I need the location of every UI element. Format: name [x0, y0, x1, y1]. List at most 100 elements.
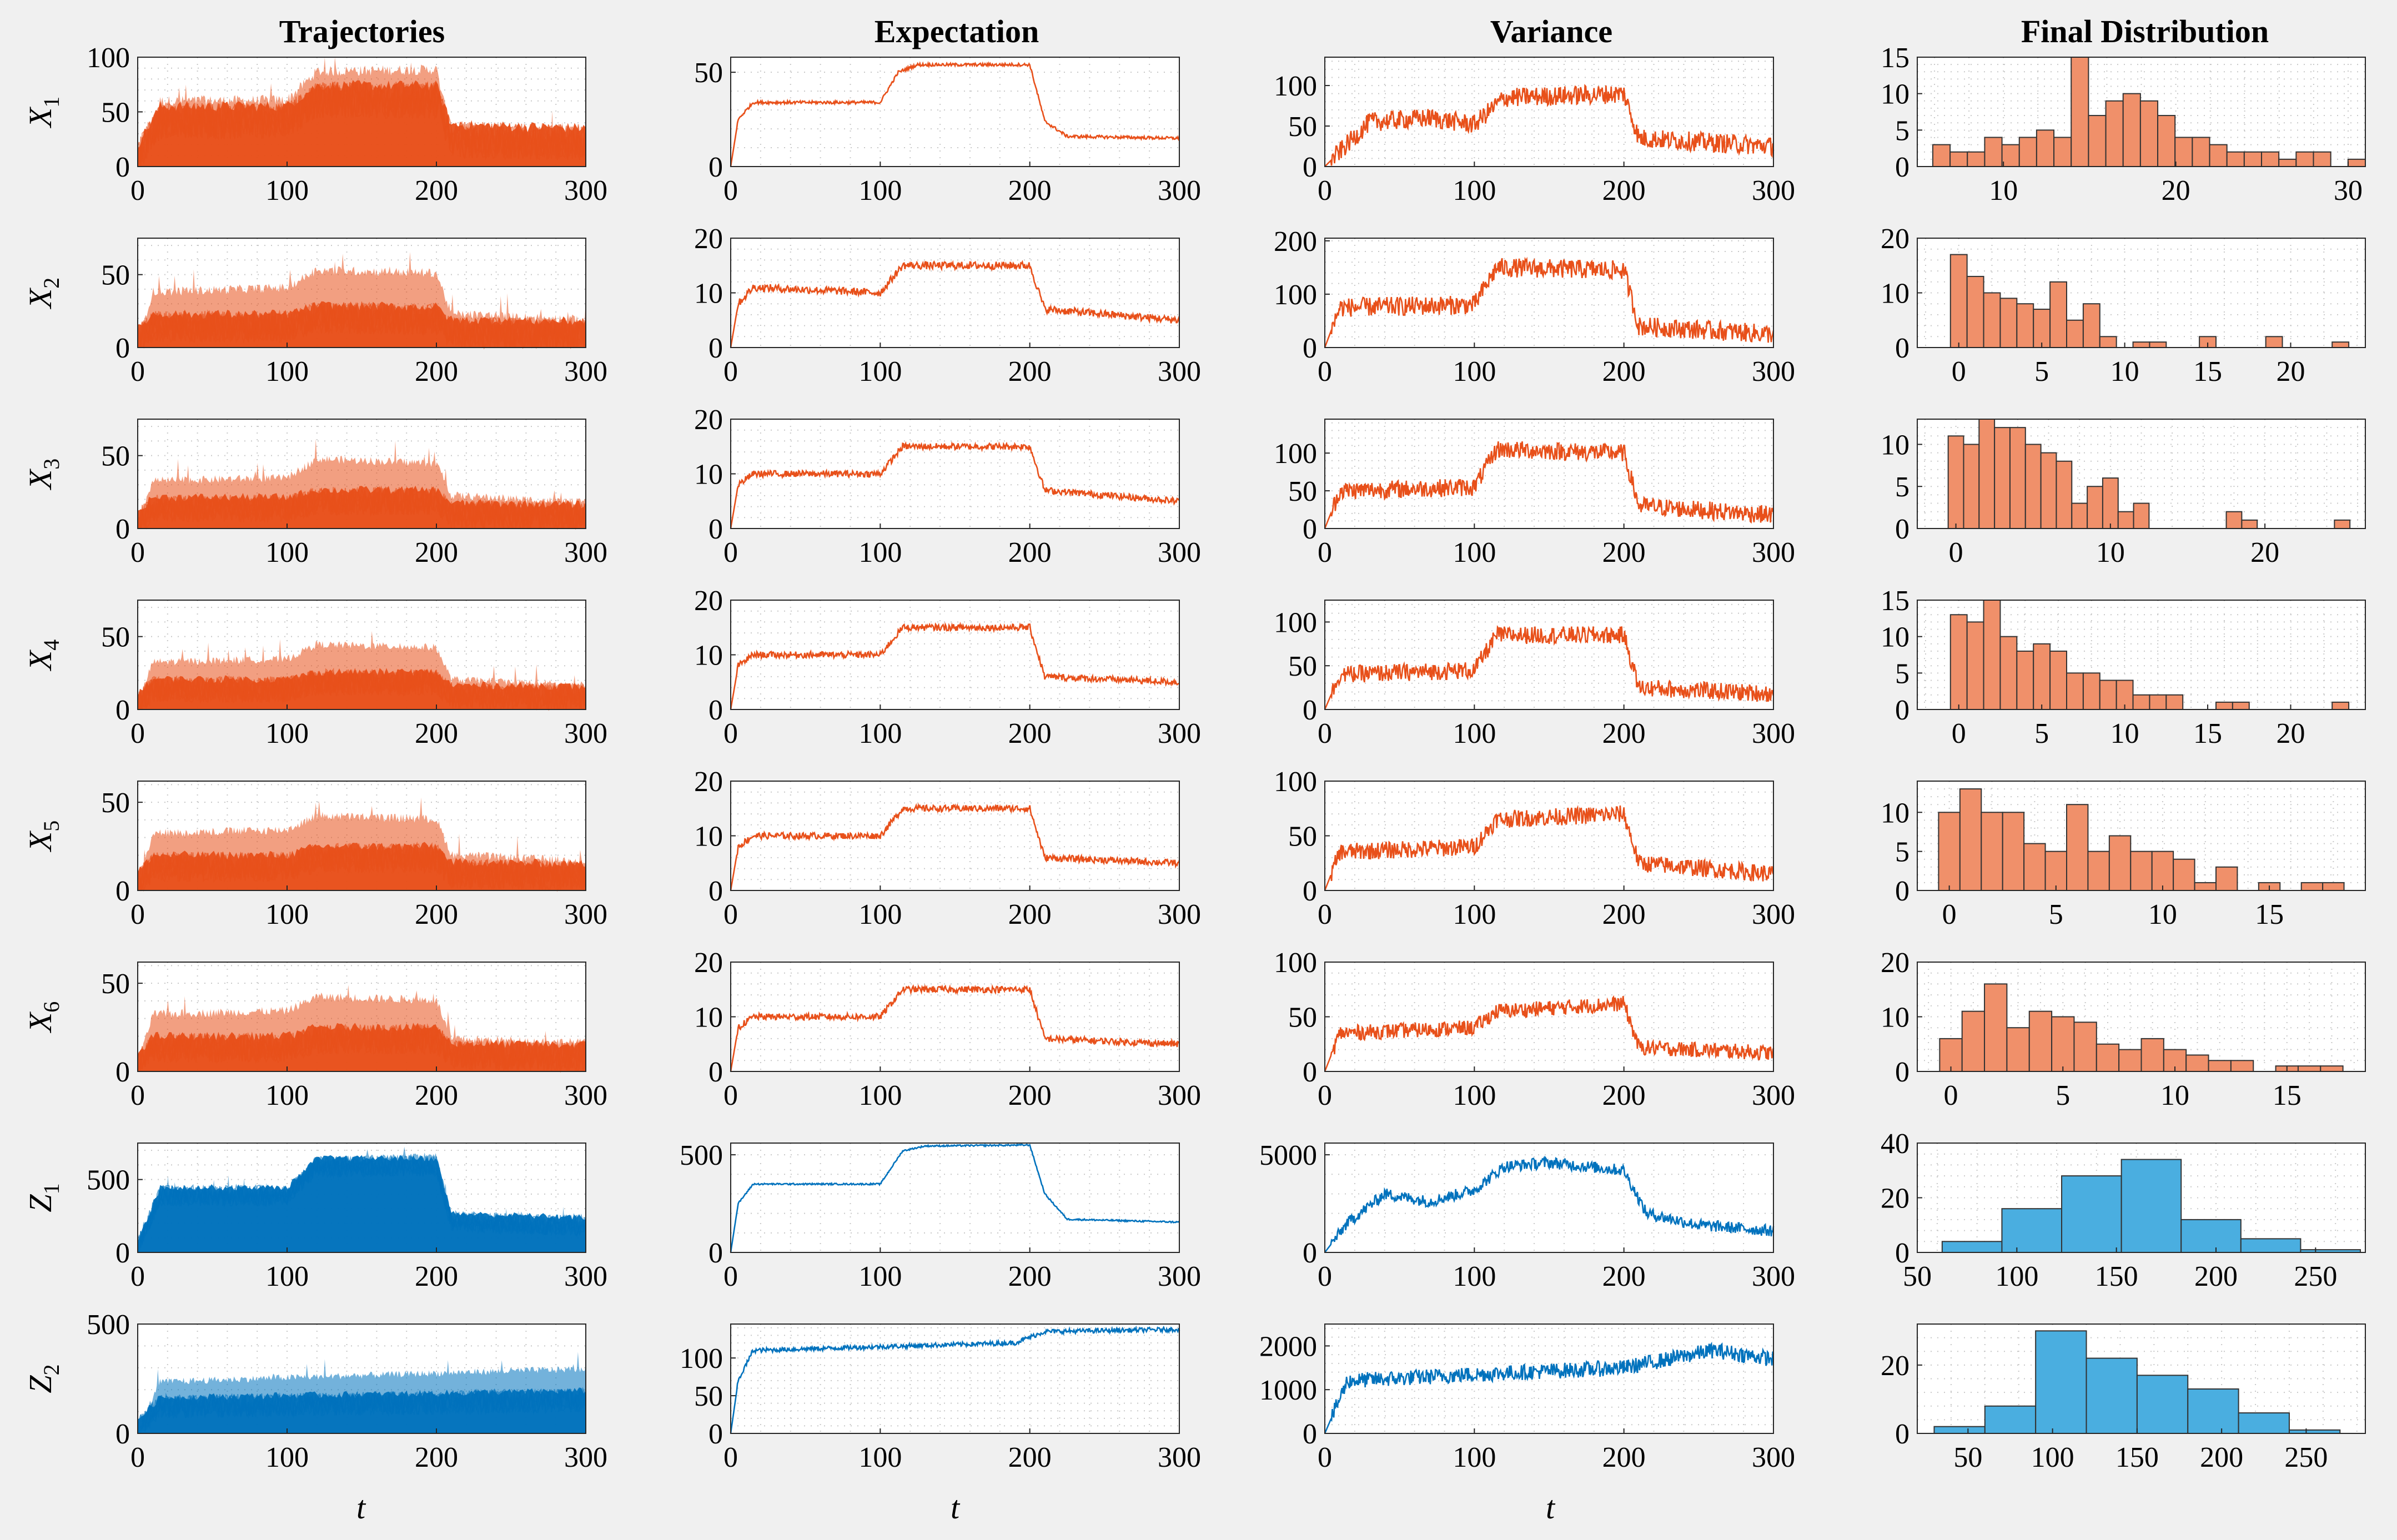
x-tick-label: 300: [1752, 1442, 1795, 1473]
x-tick-label: 200: [1602, 356, 1646, 387]
series-line: [730, 1325, 1180, 1434]
x-tick-label: 300: [1752, 1261, 1795, 1292]
y-tick-label: 0: [708, 1056, 723, 1088]
histogram-bar: [1983, 600, 2001, 710]
histogram-bar: [2023, 843, 2046, 891]
y-tick-label: 50: [101, 787, 130, 819]
panel-exp-X3: 0 100 200 300 0 10 20: [694, 404, 1201, 568]
y-tick-label: 15: [1881, 42, 1909, 74]
histogram-bar: [2265, 336, 2283, 348]
histogram-bar: [2139, 100, 2159, 167]
y-tick-label: 100: [1274, 607, 1317, 638]
y-tick-label: 50: [694, 1381, 723, 1412]
x-tick-label: 100: [1453, 175, 1496, 207]
y-tick-label: 0: [115, 1237, 130, 1269]
histogram-bar: [1967, 151, 1986, 168]
x-tick-label: 0: [1318, 537, 1332, 568]
x-tick-label: 200: [1602, 1080, 1646, 1111]
x-tick-label: 100: [858, 537, 902, 568]
x-tick-label: 0: [130, 899, 145, 930]
y-tick-label: 40: [1881, 1128, 1909, 1160]
histogram-bar: [2261, 151, 2280, 168]
series-line: [1324, 1155, 1775, 1253]
y-tick-label: 0: [1303, 514, 1317, 545]
x-tick-label: 200: [1008, 356, 1052, 387]
x-tick-label: 200: [2194, 1261, 2238, 1292]
x-tick-label: 100: [858, 1442, 902, 1473]
x-tick-label: 0: [1952, 718, 1966, 749]
y-tick-label: 0: [1303, 1056, 1317, 1088]
panel-traj-X5: 0 100 200 300 0 50 X5: [22, 781, 607, 930]
trajectory-sample: [137, 81, 586, 167]
x-tick-label: 5: [2034, 356, 2049, 387]
x-tick-label: 100: [858, 356, 902, 387]
panel-exp-X6: 0 100 200 300 0 10 20: [694, 947, 1201, 1111]
panel-hist-X2: 0 5 10 15 20 0 10 20: [1881, 223, 2366, 387]
axes-box: [1324, 57, 1774, 167]
row-label: X5: [22, 821, 64, 852]
histogram-bar: [2120, 1159, 2182, 1254]
histogram-bar: [2096, 1043, 2120, 1072]
y-tick-label: 100: [680, 1343, 723, 1375]
histogram-bar: [2130, 850, 2153, 891]
x-tick-label: 0: [130, 718, 145, 749]
histogram-bar: [2001, 1208, 2063, 1253]
histogram-bar: [2071, 502, 2088, 529]
y-tick-label: 5: [1895, 115, 1909, 147]
x-tick-label: 100: [858, 175, 902, 207]
axes-box: [1324, 600, 1774, 710]
histogram-bar: [1949, 151, 1968, 168]
y-tick-label: 50: [694, 57, 723, 89]
trajectory-sample: [137, 487, 586, 530]
y-tick-label: 10: [1881, 429, 1909, 461]
y-tick-label: 0: [1895, 333, 1909, 364]
axes-box: [1324, 1143, 1774, 1253]
histogram-bar: [1966, 275, 1984, 349]
histogram-bar: [2297, 1065, 2321, 1073]
histogram-bar: [1978, 419, 1996, 529]
y-tick-label: 15: [1881, 585, 1909, 617]
y-tick-label: 10: [1881, 278, 1909, 310]
histogram-bar: [1984, 1405, 2037, 1434]
x-tick-label: 200: [415, 1261, 458, 1292]
x-tick-label: 0: [723, 899, 738, 930]
y-tick-label: 0: [115, 514, 130, 545]
y-tick-label: 50: [1288, 821, 1317, 853]
y-tick-label: 20: [1881, 947, 1909, 979]
histogram-bar: [2226, 151, 2245, 168]
x-tick-label: 300: [1158, 1080, 1201, 1111]
x-tick-label: 100: [858, 718, 902, 749]
x-tick-label: 200: [1008, 175, 1052, 207]
y-tick-label: 10: [694, 278, 723, 310]
y-tick-label: 10: [1881, 622, 1909, 653]
histogram-bar: [2073, 1021, 2097, 1072]
histogram-bar: [2180, 1219, 2242, 1253]
x-tick-label: 100: [1453, 1442, 1496, 1473]
histogram-bar: [1947, 435, 1964, 529]
histogram-bar: [2117, 511, 2134, 530]
axes-box: [730, 1143, 1180, 1253]
histogram-bar: [2215, 701, 2233, 711]
y-tick-label: 100: [1274, 279, 1317, 311]
x-tick-label: 100: [1995, 1261, 2038, 1292]
histogram-bar: [2087, 850, 2110, 891]
x-tick-label: 300: [564, 175, 607, 207]
trajectory-sample: [137, 304, 586, 348]
x-tick-label: 200: [2200, 1442, 2243, 1473]
row-label: X3: [22, 459, 64, 490]
y-tick-label: 10: [1881, 797, 1909, 829]
y-tick-label: 0: [1895, 1418, 1909, 1450]
y-tick-label: 0: [1895, 1237, 1909, 1269]
y-tick-label: 50: [1288, 476, 1317, 507]
y-tick-label: 0: [708, 694, 723, 726]
panel-traj-Z1: 0 100 200 300 0 500 Z1: [22, 1143, 607, 1292]
x-tick-label: 20: [2277, 356, 2305, 387]
trajectory-sample: [137, 81, 586, 159]
histogram-bar: [2300, 882, 2324, 892]
x-tick-label: 300: [1752, 1080, 1795, 1111]
histogram-bar: [2086, 1357, 2138, 1434]
histogram-bar: [2108, 835, 2132, 891]
y-tick-label: 2000: [1259, 1331, 1317, 1362]
